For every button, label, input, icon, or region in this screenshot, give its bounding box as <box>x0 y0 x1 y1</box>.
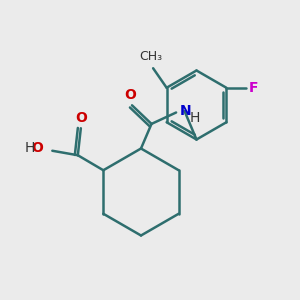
Text: O: O <box>75 111 87 124</box>
Text: H: H <box>190 111 200 125</box>
Text: O: O <box>124 88 136 102</box>
Text: F: F <box>249 81 258 95</box>
Text: H: H <box>25 141 35 155</box>
Text: CH₃: CH₃ <box>140 50 163 63</box>
Text: N: N <box>180 104 192 118</box>
Text: O: O <box>31 141 43 155</box>
